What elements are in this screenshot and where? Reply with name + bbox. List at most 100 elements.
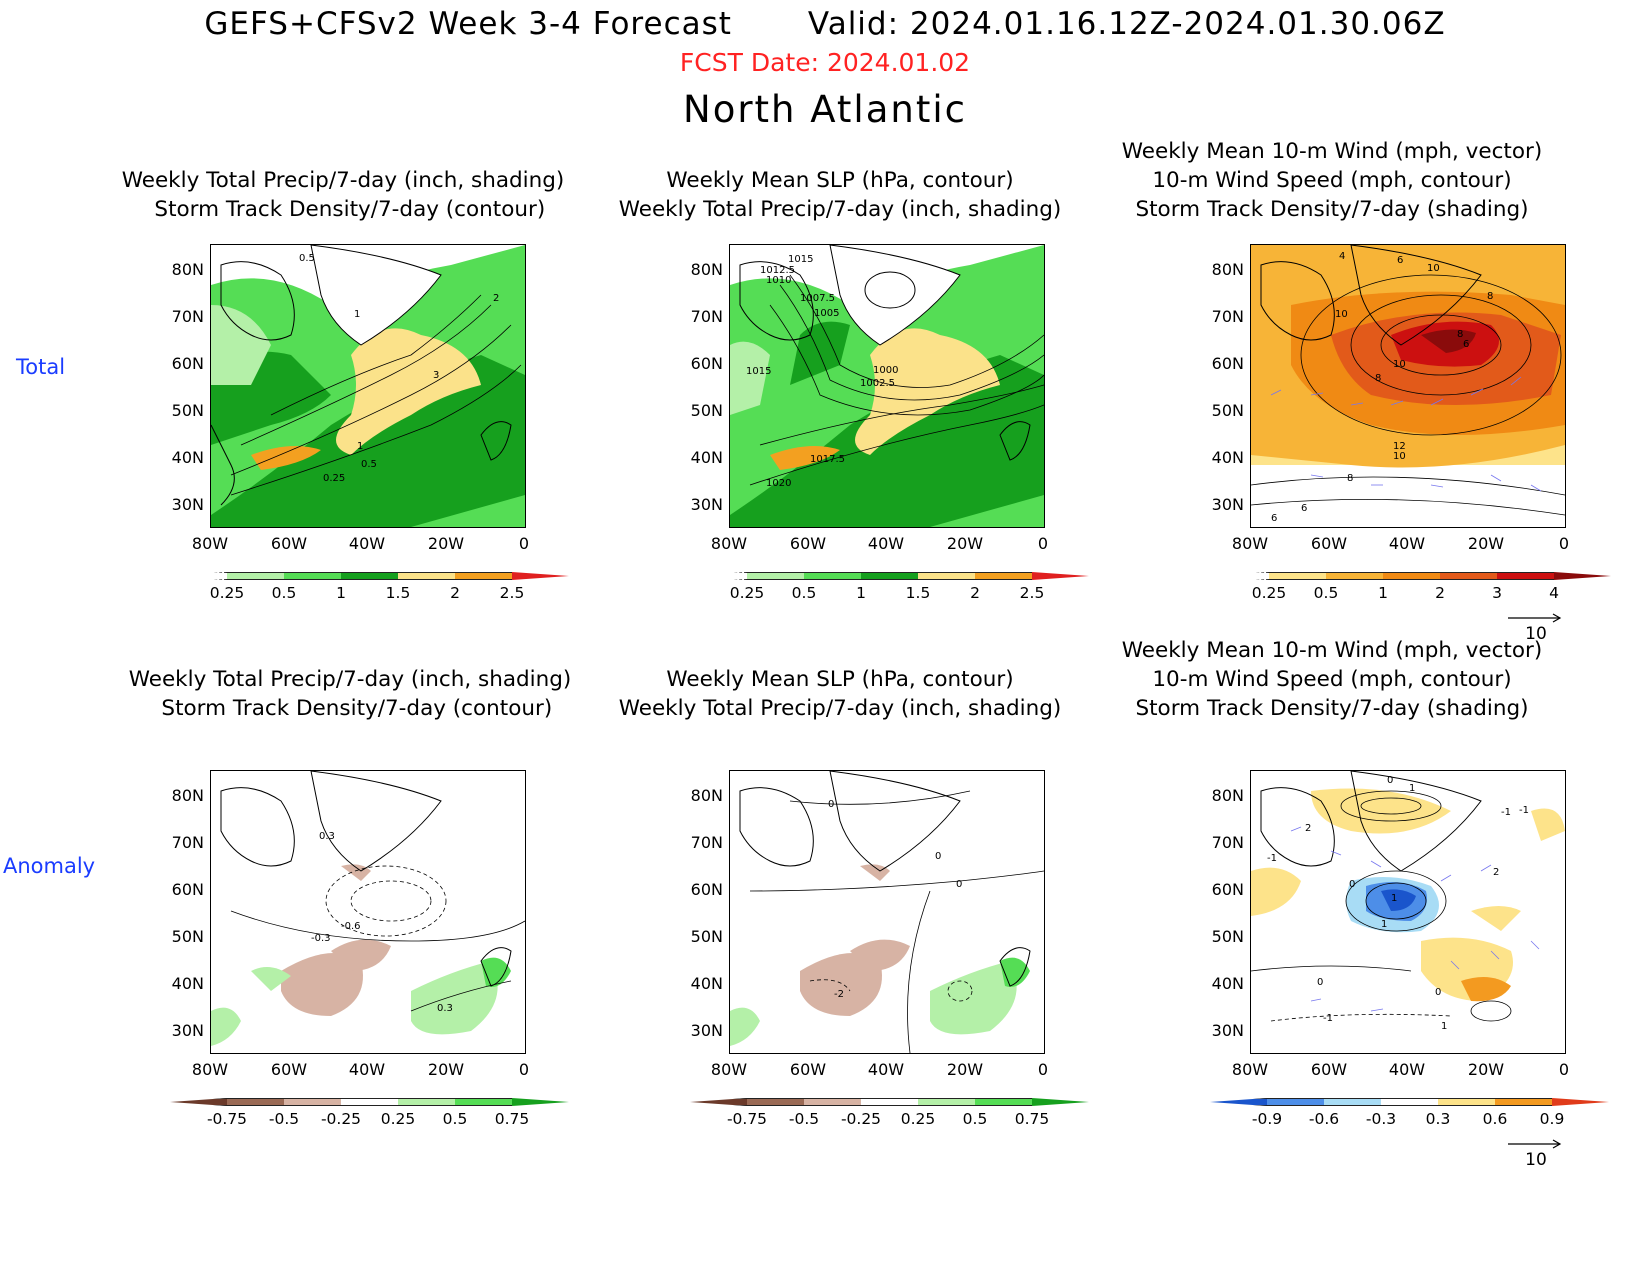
precip-shading xyxy=(211,245,525,527)
colorbar-label: 0.5 xyxy=(1313,584,1339,602)
colorbar-label: 2.5 xyxy=(499,584,525,602)
contour-label: 0 xyxy=(1435,987,1441,998)
lon-tick-label: 60W xyxy=(1310,534,1348,553)
colorbar-label: 0.9 xyxy=(1539,1110,1565,1128)
lon-tick-label: 80W xyxy=(191,534,229,553)
contour-label: 10 xyxy=(1335,309,1348,320)
colorbar-label: 2.5 xyxy=(1019,584,1045,602)
colorbar-swatch xyxy=(341,572,398,580)
colorbar-label: -0.75 xyxy=(206,1110,248,1128)
lat-tick-label: 80N xyxy=(1211,260,1244,279)
colorbar-swatch xyxy=(747,572,804,580)
colorbar-label: 0.5 xyxy=(271,584,297,602)
colorbar-swatch xyxy=(398,572,455,580)
contour-label: -1 xyxy=(1267,853,1277,864)
contour-label: 3 xyxy=(433,370,439,381)
track-shading xyxy=(1251,245,1565,468)
lon-tick-label: 0 xyxy=(1037,534,1049,553)
colorbar-label: 1 xyxy=(1378,584,1388,602)
lon-tick-label: 60W xyxy=(270,1060,308,1079)
lon-tick-label: 80W xyxy=(191,1060,229,1079)
wind-speed-contours xyxy=(1251,274,1565,516)
map-total-wind-track: 4 6 10 8 10 8 6 8 10 12 10 8 6 6 xyxy=(1250,244,1566,528)
colorbar-label: 2 xyxy=(1435,584,1445,602)
colorbar-swatch xyxy=(918,572,975,580)
colorbar-swatch xyxy=(341,1098,398,1106)
lon-tick-label: 60W xyxy=(270,534,308,553)
contour-label: -0.3 xyxy=(311,933,331,944)
contour-label: -2 xyxy=(834,989,844,1000)
lat-tick-label: 30N xyxy=(171,1021,204,1040)
contour-label: 1012.5 xyxy=(760,265,795,276)
contour-label: 12 xyxy=(1393,441,1406,452)
contour-label: 6 xyxy=(1301,503,1307,514)
colorbar-swatch xyxy=(804,572,861,580)
colorbar-label: 1 xyxy=(856,584,866,602)
contour-label: 0.3 xyxy=(319,831,335,842)
wind-vectors xyxy=(1290,826,1540,1012)
lon-tick-label: 0 xyxy=(1558,1060,1570,1079)
lon-tick-label: 0 xyxy=(1558,534,1570,553)
colorbar-label: 1 xyxy=(336,584,346,602)
colorbar-label: 0.25 xyxy=(1251,584,1287,602)
precip-shading xyxy=(730,245,1044,527)
contour-label: 8 xyxy=(1347,473,1353,484)
contour-label: 1 xyxy=(1409,783,1415,794)
contour-label: -1 xyxy=(1501,807,1511,818)
colorbar-label: 0.5 xyxy=(962,1110,988,1128)
storm-track-contours xyxy=(230,294,522,496)
contour-label: 1017.5 xyxy=(810,454,845,465)
row-label-total: Total xyxy=(16,355,66,379)
precip-anomaly-shading xyxy=(730,864,1030,1046)
lat-tick-label: 60N xyxy=(1211,880,1244,899)
colorbar-swatch xyxy=(1438,1098,1495,1106)
lat-tick-label: 60N xyxy=(171,880,204,899)
colorbar: 0.25 0.5 1 1.5 2 2.5 xyxy=(690,572,1089,602)
lon-tick-label: 20W xyxy=(1467,534,1505,553)
lat-tick-label: 40N xyxy=(1211,974,1244,993)
contour-label: 4 xyxy=(1339,251,1345,262)
panel-title-anom-slp: Weekly Mean SLP (hPa, contour) Weekly To… xyxy=(618,667,1062,721)
colorbar: 0.25 0.5 1 2 3 4 xyxy=(1212,572,1611,602)
lat-tick-label: 80N xyxy=(1211,786,1244,805)
coastline xyxy=(739,771,1031,987)
storm-track-anomaly-contours xyxy=(230,865,525,1012)
map-anom-slp-precip: 0 0 0 -2 xyxy=(729,770,1045,1054)
contour-label: -1 xyxy=(1519,805,1529,816)
contour-label: 6 xyxy=(1463,339,1469,350)
contour-label: 2 xyxy=(493,293,499,304)
lat-tick-label: 50N xyxy=(1211,927,1244,946)
lat-tick-label: 30N xyxy=(690,1021,723,1040)
colorbar-swatch xyxy=(227,1098,284,1106)
map-total-precip-track: 0.5 1 2 3 1 0.5 0.25 xyxy=(210,244,526,528)
lon-tick-label: 40W xyxy=(867,1060,905,1079)
contour-label: 1000 xyxy=(873,365,898,376)
colorbar-swatch xyxy=(1324,1098,1381,1106)
lat-tick-label: 70N xyxy=(171,833,204,852)
colorbar-swatch xyxy=(861,572,918,580)
panel-title-anom-wind: Weekly Mean 10-m Wind (mph, vector) 10-m… xyxy=(1121,638,1543,721)
contour-label: 0 xyxy=(956,879,962,890)
map-anom-precip-track: 0.3 -0.6 -0.3 0.3 xyxy=(210,770,526,1054)
colorbar-label: 2 xyxy=(970,584,980,602)
slp-anomaly-contours xyxy=(749,790,1044,1053)
lat-tick-label: 80N xyxy=(690,260,723,279)
colorbar-swatch xyxy=(1495,1098,1552,1106)
contour-label: 1010 xyxy=(766,275,791,286)
wind-vectors xyxy=(1270,376,1542,492)
colorbar: 0.25 0.5 1 1.5 2 2.5 xyxy=(170,572,569,602)
lat-tick-label: 60N xyxy=(690,880,723,899)
lon-tick-label: 20W xyxy=(427,1060,465,1079)
colorbar-swatch xyxy=(1032,572,1089,580)
contour-label: 1 xyxy=(1381,919,1387,930)
colorbar-label: -0.6 xyxy=(1308,1110,1340,1128)
colorbar-swatch xyxy=(170,1098,227,1106)
colorbar-label: -0.9 xyxy=(1251,1110,1283,1128)
colorbar: -0.9 -0.6 -0.3 0.3 0.6 0.9 xyxy=(1210,1098,1609,1128)
colorbar-swatch xyxy=(1497,572,1554,580)
colorbar-label: -0.75 xyxy=(726,1110,768,1128)
colorbar-swatch xyxy=(227,572,284,580)
contour-label: 2 xyxy=(1493,867,1499,878)
contour-label: 1 xyxy=(354,309,360,320)
vector-reference-label: 10 xyxy=(1525,1150,1547,1170)
